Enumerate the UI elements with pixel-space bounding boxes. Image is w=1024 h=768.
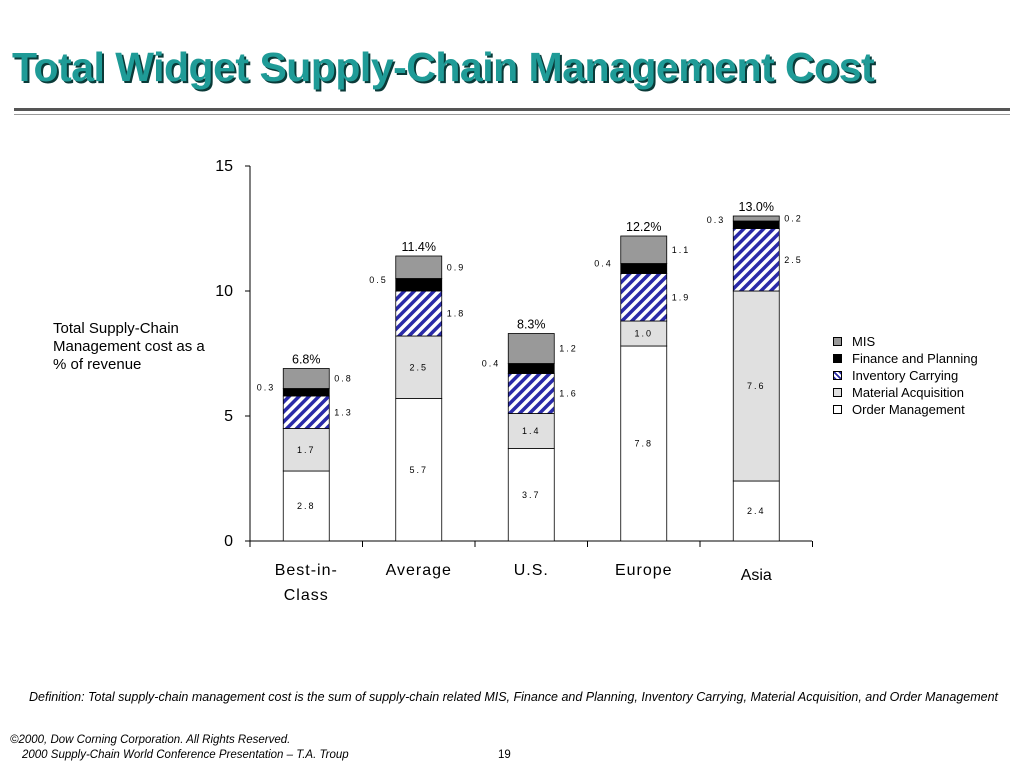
bar-segment-finance-planning (732, 220, 780, 229)
data-label-mis: 0.8 (334, 374, 353, 384)
y-tick-label: 5 (224, 408, 233, 425)
bar-segment-order-management (732, 480, 780, 542)
bar-segment-order-management (620, 345, 668, 542)
chart-legend: MIS Finance and Planning Inventory Carry… (833, 333, 978, 418)
legend-label-finance: Finance and Planning (852, 351, 978, 366)
legend-swatch-finance (833, 354, 842, 363)
data-label-material-acquisition: 2.5 (409, 362, 428, 372)
bar-segment-material-acquisition (395, 335, 443, 399)
data-label-material-acquisition: 7.6 (747, 381, 766, 391)
x-tick-label: Average (386, 562, 452, 579)
bar-total-label: 11.4% (401, 240, 436, 254)
bar-segment-mis (732, 215, 780, 222)
bar-total-label: 6.8% (292, 353, 321, 367)
x-tick-label: Europe (615, 562, 673, 579)
data-label-order-management: 2.8 (297, 501, 316, 511)
bar-total-label: 12.2% (626, 220, 661, 234)
legend-item-finance: Finance and Planning (833, 350, 978, 367)
bar-segment-inventory-carrying (507, 373, 555, 414)
bar-segment-inventory-carrying (732, 228, 780, 292)
data-label-material-acquisition: 1.4 (522, 426, 541, 436)
data-label-finance-planning: 0.4 (482, 359, 501, 369)
data-label-order-management: 3.7 (522, 490, 541, 500)
x-tick-label: Class (284, 587, 329, 604)
x-tick-label: U.S. (514, 562, 549, 579)
bar-segment-order-management (395, 398, 443, 542)
x-tick-label: Asia (741, 567, 772, 584)
data-label-mis: 0.9 (447, 262, 466, 272)
data-label-material-acquisition: 1.7 (297, 445, 316, 455)
y-tick-label: 0 (224, 533, 233, 550)
stacked-bar-chart: 0 5 10 15 Best-in- Class Average U.S. Europe Asia… (215, 158, 813, 604)
legend-swatch-inventory (833, 371, 842, 380)
data-label-finance-planning: 0.3 (257, 382, 276, 392)
data-label-mis: 1.2 (559, 344, 578, 354)
page-number: 19 (498, 749, 511, 761)
title-rule (14, 108, 1010, 111)
data-label-inventory-carrying: 1.3 (334, 407, 353, 417)
data-label-mis: 0.2 (784, 214, 803, 224)
legend-item-order: Order Management (833, 401, 978, 418)
bar-segment-finance-planning (395, 278, 443, 292)
legend-item-inventory: Inventory Carrying (833, 367, 978, 384)
bar-segment-finance-planning (620, 263, 668, 274)
presentation-credit: 2000 Supply-Chain World Conference Prese… (22, 749, 349, 761)
bar-segment-finance-planning (282, 388, 330, 397)
data-label-order-management: 7.8 (634, 439, 653, 449)
bar-segment-inventory-carrying (620, 273, 668, 322)
definition-text: Definition: Total supply-chain managemen… (29, 690, 999, 704)
data-label-inventory-carrying: 2.5 (784, 255, 803, 265)
title-rule-thin (14, 114, 1010, 115)
bar-total-label: 13.0% (739, 200, 774, 214)
data-label-inventory-carrying: 1.6 (559, 389, 578, 399)
legend-swatch-mis (833, 337, 842, 346)
bar-segment-inventory-carrying (282, 395, 330, 429)
y-axis-description: Total Supply-Chain Management cost as a … (53, 320, 205, 373)
data-label-finance-planning: 0.5 (369, 275, 388, 285)
bar-segment-material-acquisition (732, 290, 780, 482)
copyright-text: ©2000, Dow Corning Corporation. All Righ… (10, 734, 291, 746)
x-tick-label: Best-in- (275, 562, 338, 579)
legend-item-material: Material Acquisition (833, 384, 978, 401)
y-tick-label: 10 (215, 283, 233, 300)
data-label-material-acquisition: 1.0 (634, 329, 653, 339)
y-tick-label: 15 (215, 158, 233, 175)
bar-segment-mis (507, 333, 555, 364)
data-label-order-management: 2.4 (747, 506, 766, 516)
bar-segment-mis (395, 255, 443, 279)
data-label-finance-planning: 0.3 (707, 215, 726, 225)
data-label-order-management: 5.7 (409, 465, 428, 475)
legend-label-order: Order Management (852, 402, 965, 417)
bar-segment-inventory-carrying (395, 290, 443, 337)
bar-total-label: 8.3% (517, 318, 546, 332)
legend-label-material: Material Acquisition (852, 385, 964, 400)
legend-label-inventory: Inventory Carrying (852, 368, 959, 383)
legend-item-mis: MIS (833, 333, 978, 350)
page-title: Total Widget Supply-Chain Management Cos… (12, 44, 875, 90)
legend-swatch-material (833, 388, 842, 397)
bar-segment-mis (620, 235, 668, 264)
bar-segment-mis (282, 368, 330, 389)
data-label-inventory-carrying: 1.9 (672, 292, 691, 302)
bar-segment-finance-planning (507, 363, 555, 374)
data-label-finance-planning: 0.4 (594, 259, 613, 269)
legend-label-mis: MIS (852, 334, 876, 349)
data-label-inventory-carrying: 1.8 (447, 309, 466, 319)
data-label-mis: 1.1 (672, 245, 691, 255)
legend-swatch-order (833, 405, 842, 414)
